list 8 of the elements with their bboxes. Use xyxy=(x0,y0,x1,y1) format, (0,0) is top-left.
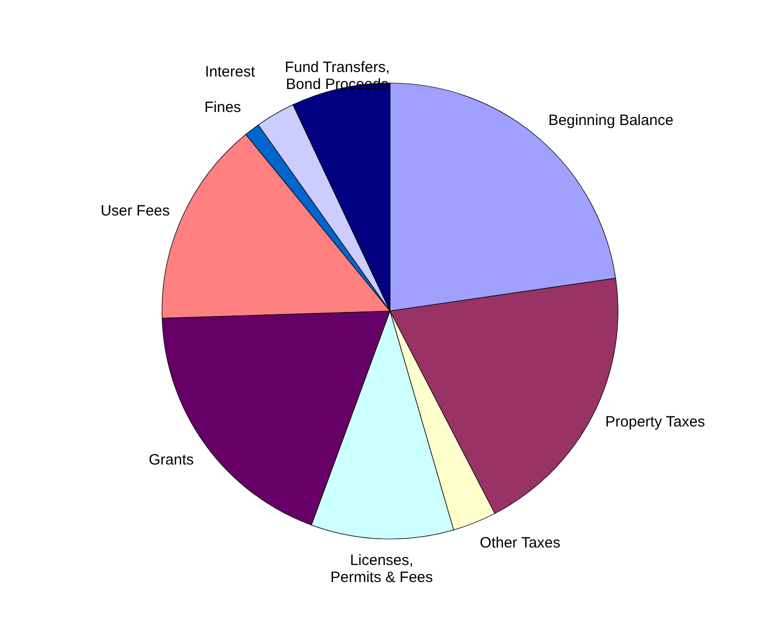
slice-label: User Fees xyxy=(100,202,170,220)
slice-label: Grants xyxy=(148,452,194,469)
slice-label: Beginning Balance xyxy=(548,112,674,129)
slice-label: Interest xyxy=(205,63,256,80)
slice-label: Fines xyxy=(204,99,242,116)
slice-label: Licenses, Permits & Fees xyxy=(330,552,433,586)
slice-label: Property Taxes xyxy=(605,414,706,431)
slice-label: Other Taxes xyxy=(480,534,560,552)
